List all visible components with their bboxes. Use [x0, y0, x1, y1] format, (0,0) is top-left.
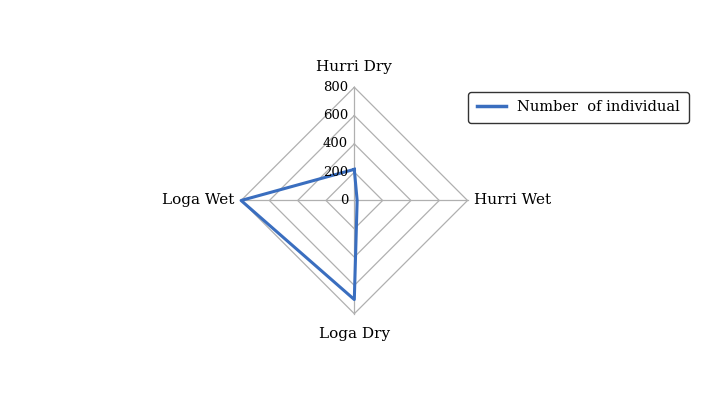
- Text: 200: 200: [323, 166, 348, 179]
- Text: Hurri Wet: Hurri Wet: [474, 193, 552, 208]
- Text: 400: 400: [323, 137, 348, 150]
- Text: Loga Wet: Loga Wet: [162, 193, 234, 208]
- Text: 0: 0: [340, 194, 348, 207]
- Text: 600: 600: [323, 109, 348, 122]
- Text: Loga Dry: Loga Dry: [319, 327, 390, 341]
- Legend: Number  of individual: Number of individual: [468, 92, 689, 123]
- Text: 800: 800: [323, 81, 348, 94]
- Text: Hurri Dry: Hurri Dry: [316, 60, 392, 74]
